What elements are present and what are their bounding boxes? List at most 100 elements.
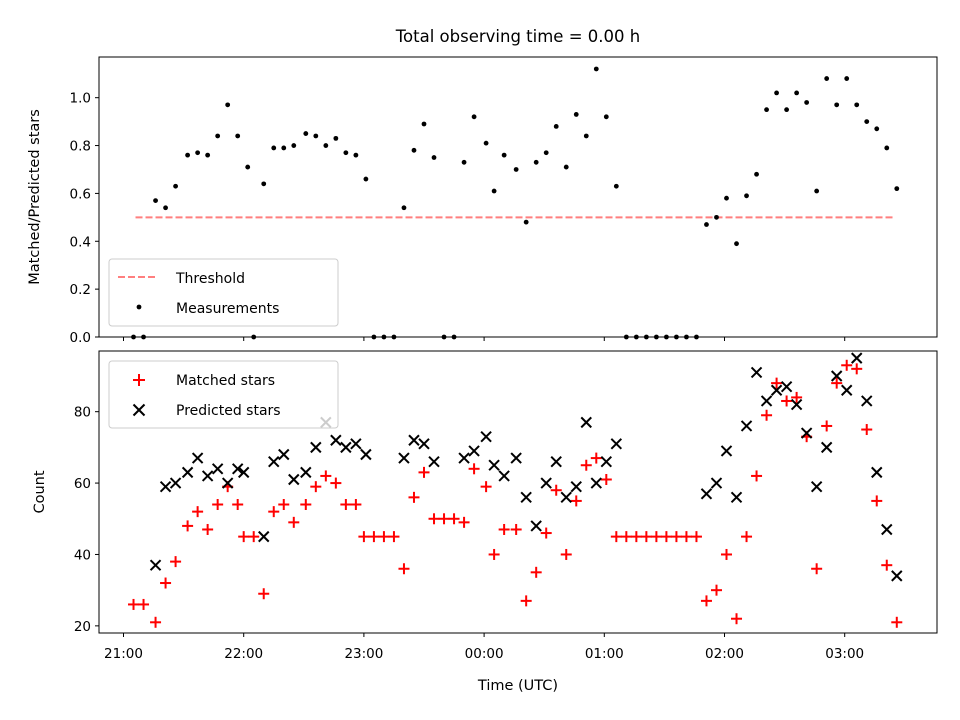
matched-star-point: [670, 531, 682, 543]
predicted-star-point: [520, 491, 532, 504]
top-y-tick-label: 0.2: [70, 282, 91, 298]
matched-star-point: [278, 498, 290, 510]
matched-star-point: [212, 498, 224, 510]
matched-star-point: [488, 548, 500, 560]
measurement-point: [533, 159, 539, 165]
matched-star-point: [630, 531, 642, 543]
legend-predicted-label: Predicted stars: [176, 403, 281, 419]
predicted-star-point: [288, 473, 300, 486]
predicted-star-point: [800, 427, 813, 439]
top-y-tick-label: 0.4: [70, 234, 91, 250]
measurement-point: [313, 133, 319, 139]
measurement-point: [215, 133, 221, 139]
bottom-plot-area: [128, 352, 903, 628]
matched-star-point: [721, 548, 733, 560]
predicted-star-point: [181, 466, 194, 479]
matched-star-point: [811, 563, 823, 575]
predicted-star-point: [891, 570, 903, 582]
matched-star-point: [650, 531, 662, 543]
matched-star-point: [510, 523, 522, 535]
matched-star-point: [660, 531, 672, 543]
matched-star-point: [160, 577, 172, 589]
predicted-star-point: [740, 420, 753, 432]
predicted-star-point: [510, 452, 522, 464]
top-y-tick-label: 1.0: [70, 91, 91, 107]
predicted-star-point: [560, 491, 572, 504]
predicted-star-point: [340, 441, 352, 454]
predicted-star-point: [770, 384, 783, 396]
matched-star-point: [498, 523, 510, 535]
measurement-point: [343, 150, 349, 156]
x-tick-label: 23:00: [344, 646, 383, 662]
measurement-point: [271, 145, 277, 151]
bottom-legend: Matched stars Predicted stars: [108, 360, 339, 429]
matched-star-point: [530, 566, 542, 578]
bottom-y-tick-label: 60: [74, 476, 91, 492]
predicted-star-point: [730, 491, 743, 504]
measurement-point: [501, 152, 507, 158]
bottom-y-ticks: 20 40 60 80: [74, 405, 99, 635]
measurement-point: [884, 145, 890, 151]
predicted-star-point: [488, 459, 500, 471]
measurement-point: [794, 90, 800, 96]
predicted-star-point: [458, 452, 470, 464]
matched-star-point: [781, 395, 793, 407]
predicted-star-point: [550, 455, 562, 468]
measurement-point: [333, 135, 339, 141]
predicted-star-point: [231, 463, 244, 475]
matched-star-point: [861, 424, 873, 436]
predicted-star-point: [840, 384, 853, 396]
matched-star-point: [600, 474, 612, 486]
legend-matched-label: Matched stars: [176, 373, 275, 389]
predicted-star-point: [750, 366, 763, 379]
matched-star-point: [258, 588, 270, 600]
matched-star-point: [550, 484, 562, 496]
matched-star-point: [570, 495, 582, 507]
measurement-point: [195, 150, 201, 156]
matched-star-point: [192, 506, 204, 518]
measurement-point: [173, 183, 178, 189]
measurement-point: [281, 145, 287, 151]
measurement-point: [734, 241, 739, 247]
top-axes-frame: [98, 56, 938, 338]
matched-star-point: [268, 506, 280, 518]
matched-star-point: [320, 470, 332, 482]
predicted-star-point: [278, 448, 290, 461]
top-x-ticks: [123, 337, 846, 341]
predicted-star-point: [810, 480, 823, 493]
measurement-point: [245, 164, 251, 170]
predicted-star-point: [760, 395, 773, 407]
matched-star-point: [540, 527, 552, 539]
matched-star-point: [520, 595, 532, 607]
matched-star-point: [238, 531, 250, 543]
measurement-point: [421, 121, 427, 127]
matched-star-point: [690, 531, 702, 543]
matched-star-point: [428, 513, 440, 525]
predicted-star-point: [790, 398, 803, 411]
matched-star-point: [300, 498, 312, 510]
predicted-star-point: [258, 530, 270, 543]
measurement-point: [553, 124, 559, 129]
predicted-star-point: [201, 470, 214, 482]
measurement-point: [714, 214, 719, 220]
predicted-star-point: [330, 434, 342, 446]
matched-star-point: [288, 516, 300, 528]
predicted-star-point: [468, 445, 480, 457]
matched-star-point: [418, 466, 430, 478]
matched-star-point: [358, 531, 370, 543]
measurement-point: [205, 152, 211, 158]
matched-star-point: [350, 498, 362, 510]
measurement-point: [185, 152, 191, 158]
measurement-point: [774, 90, 779, 96]
x-tick-label: 00:00: [465, 646, 504, 662]
measurement-point: [724, 195, 729, 201]
matched-star-point: [841, 359, 853, 371]
predicted-star-point: [600, 455, 613, 468]
predicted-star-point: [428, 455, 440, 468]
measurement-point: [593, 66, 599, 72]
measurement-point: [163, 205, 168, 211]
matched-star-point: [202, 523, 214, 535]
measurement-point: [834, 102, 840, 108]
predicted-star-point: [570, 480, 582, 493]
matched-star-point: [741, 531, 753, 543]
